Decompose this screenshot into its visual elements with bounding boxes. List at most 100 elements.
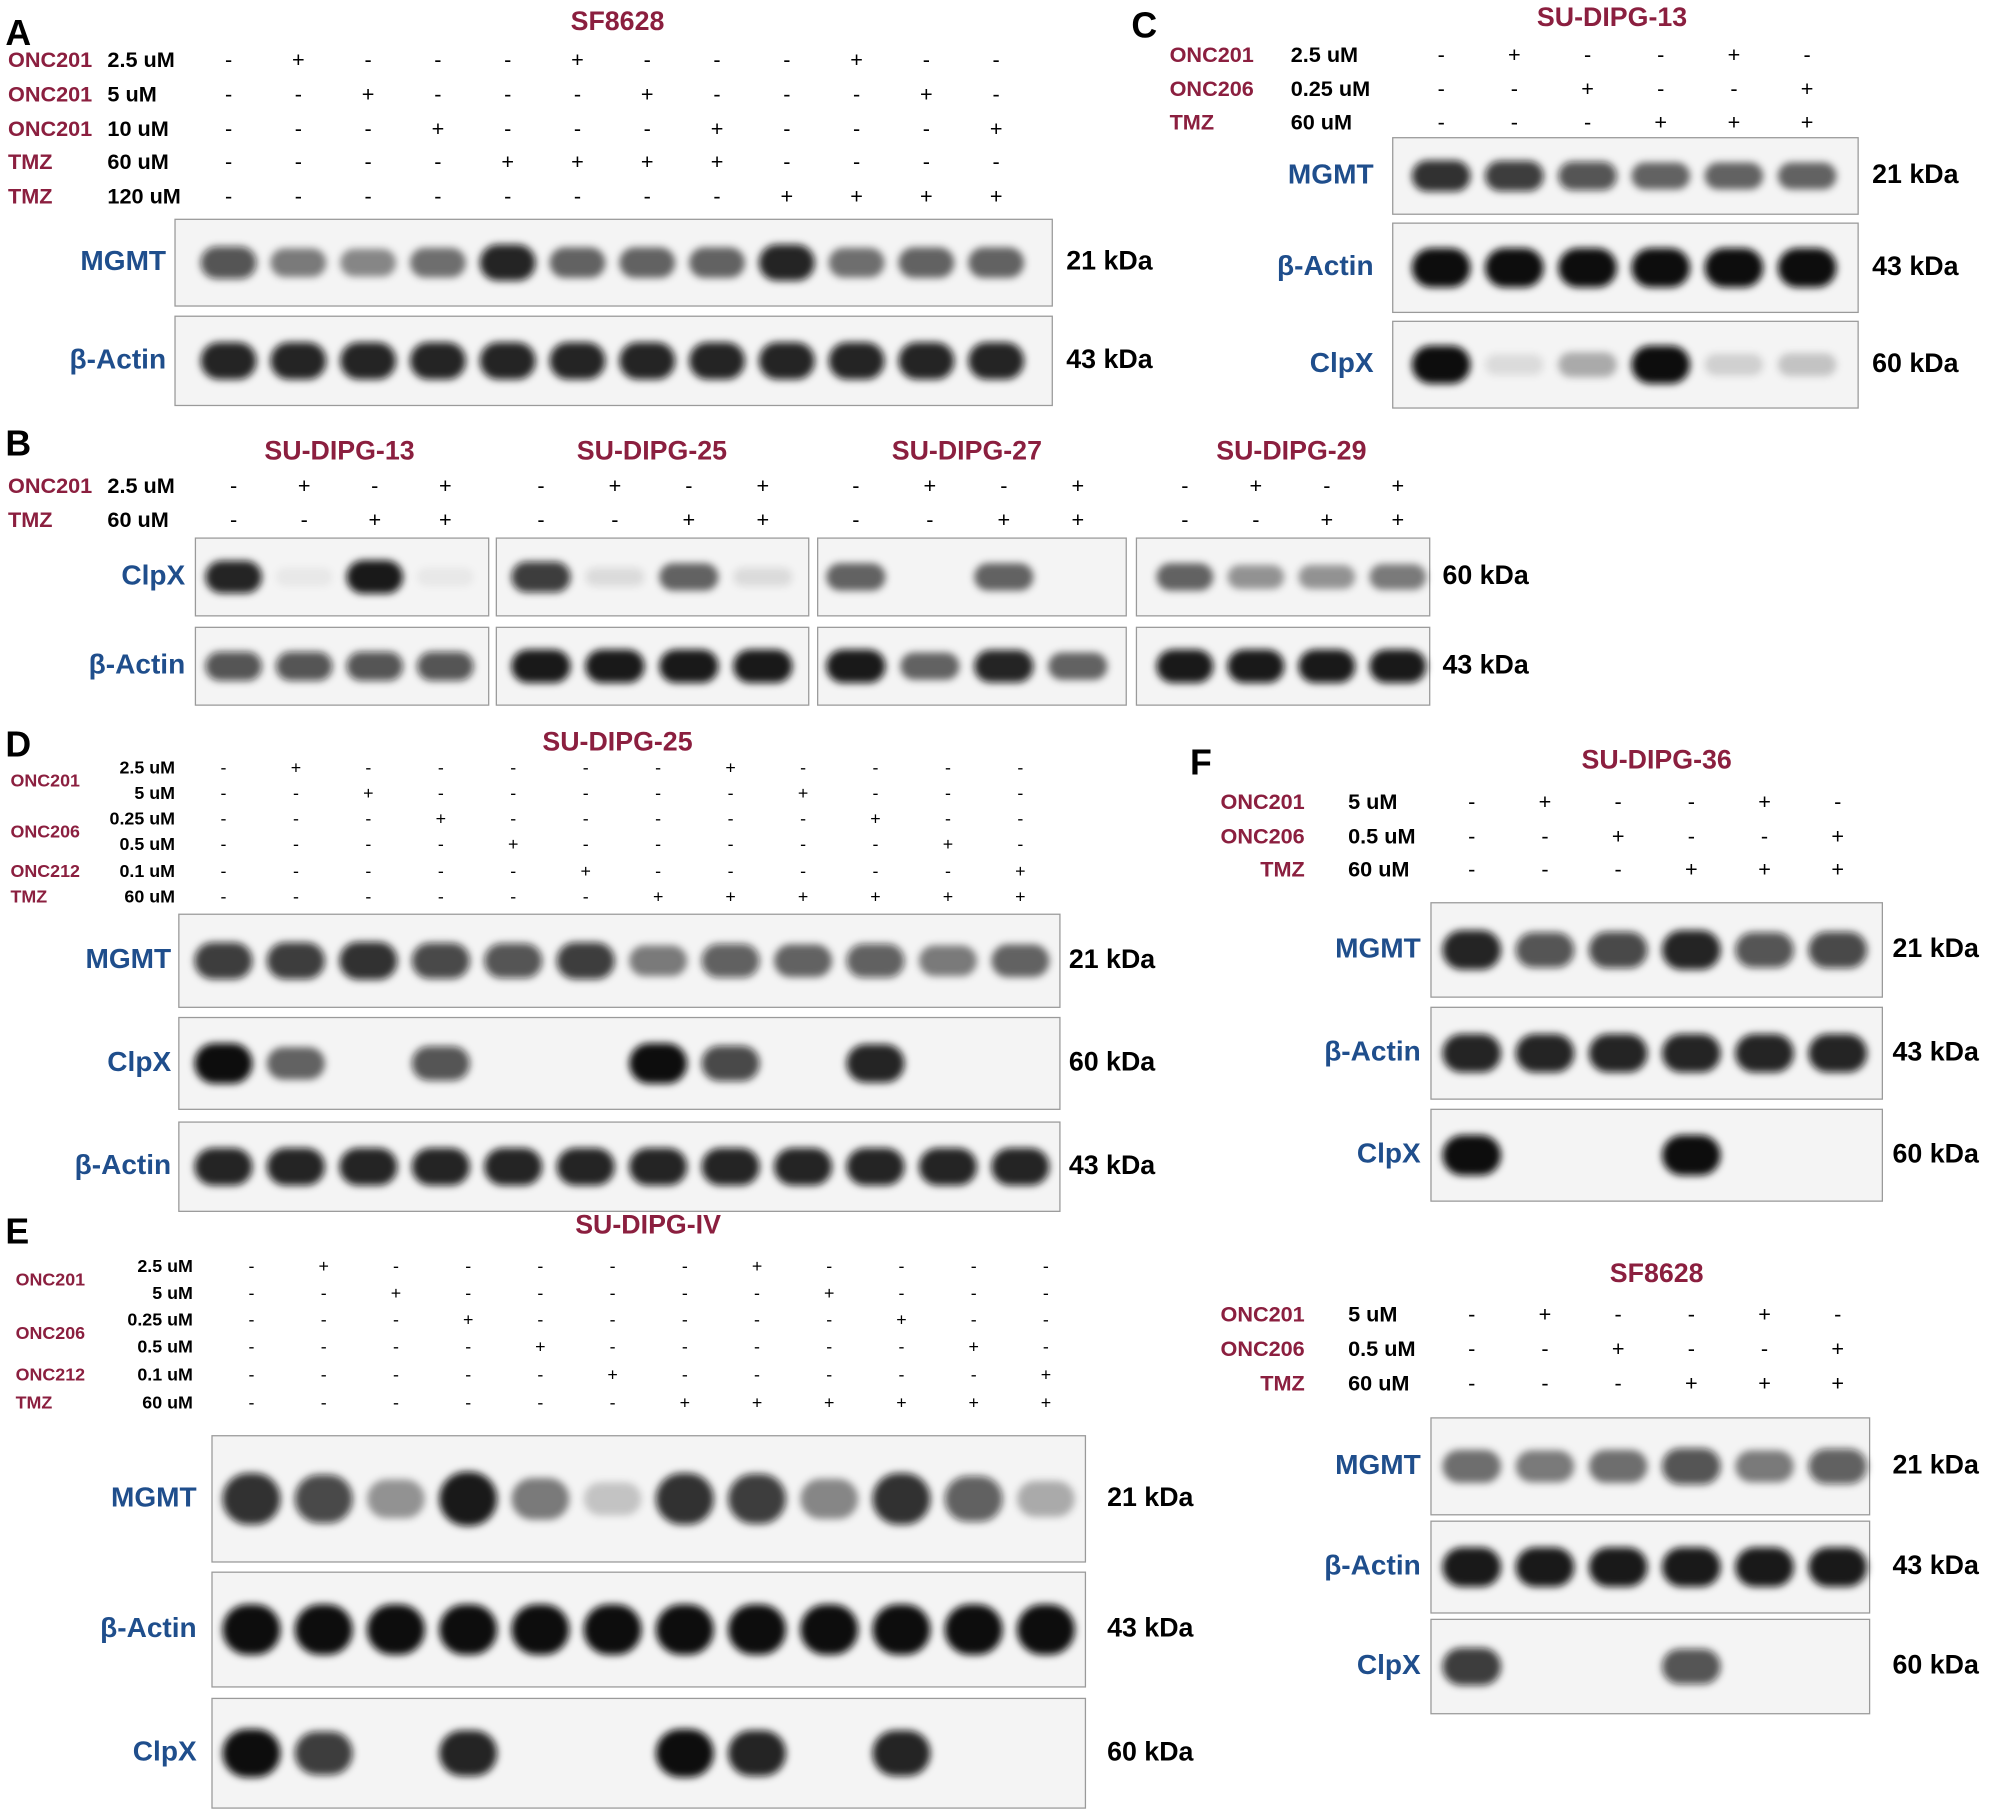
sign: + bbox=[798, 783, 808, 803]
agent-label: ONC212 bbox=[11, 861, 80, 881]
protein-label: β-Actin bbox=[89, 649, 186, 680]
sign: + bbox=[607, 1365, 617, 1385]
sign: + bbox=[508, 834, 518, 854]
sign: - bbox=[1730, 76, 1737, 101]
sign: + bbox=[1831, 1370, 1844, 1395]
band bbox=[1411, 345, 1471, 384]
band bbox=[411, 942, 470, 979]
sign: - bbox=[1761, 823, 1768, 848]
sign: - bbox=[1468, 1370, 1475, 1395]
sign: - bbox=[510, 861, 516, 881]
dose-label: 0.5 uM bbox=[119, 834, 175, 854]
sign: - bbox=[611, 507, 618, 532]
band bbox=[479, 244, 536, 281]
band bbox=[205, 560, 262, 594]
sign: - bbox=[504, 183, 511, 208]
sign: - bbox=[365, 809, 371, 829]
band bbox=[991, 944, 1050, 978]
sign: + bbox=[1685, 1370, 1698, 1395]
sign: - bbox=[644, 183, 651, 208]
sign: - bbox=[655, 861, 661, 881]
sign: - bbox=[1511, 76, 1518, 101]
sign: - bbox=[1017, 758, 1023, 778]
band bbox=[294, 1474, 353, 1524]
band bbox=[276, 651, 333, 681]
sign: + bbox=[924, 473, 937, 498]
sign: - bbox=[583, 758, 589, 778]
band bbox=[1442, 1449, 1502, 1483]
protein-label: ClpX bbox=[1357, 1649, 1421, 1680]
panel-title: SU-DIPG-IV bbox=[575, 1210, 721, 1240]
agent-label: TMZ bbox=[8, 183, 53, 208]
sign: - bbox=[371, 473, 378, 498]
band bbox=[585, 567, 645, 587]
band bbox=[549, 247, 606, 278]
sign: - bbox=[800, 834, 806, 854]
sign: - bbox=[1438, 42, 1445, 67]
sign: - bbox=[220, 783, 226, 803]
band bbox=[619, 247, 676, 278]
sign: + bbox=[824, 1393, 834, 1413]
band bbox=[1662, 1034, 1721, 1073]
sign: - bbox=[365, 183, 372, 208]
dose-label: 0.5 uM bbox=[137, 1336, 193, 1356]
sign: + bbox=[725, 758, 735, 778]
sign: - bbox=[1323, 473, 1330, 498]
dose-label: 60 uM bbox=[107, 507, 168, 532]
sign: - bbox=[1000, 473, 1007, 498]
band bbox=[1369, 649, 1427, 683]
band bbox=[758, 342, 815, 380]
protein-label: ClpX bbox=[1357, 1138, 1421, 1169]
sign: - bbox=[249, 1283, 255, 1303]
band bbox=[800, 1604, 859, 1655]
band bbox=[944, 1475, 1003, 1522]
band bbox=[774, 944, 833, 978]
sign: + bbox=[943, 886, 953, 906]
band bbox=[583, 1604, 642, 1655]
sign: - bbox=[438, 861, 444, 881]
sign: - bbox=[644, 47, 651, 72]
band bbox=[629, 945, 688, 977]
molecular-weight: 43 kDa bbox=[1069, 1150, 1156, 1180]
band bbox=[1662, 1135, 1721, 1176]
band bbox=[846, 1044, 905, 1083]
sign: + bbox=[1758, 789, 1771, 814]
agent-label: ONC206 bbox=[1170, 76, 1254, 101]
molecular-weight: 60 kDa bbox=[1893, 1650, 1980, 1680]
dose-label: 0.5 uM bbox=[1348, 823, 1415, 848]
sign: - bbox=[1252, 507, 1259, 532]
band bbox=[194, 1148, 253, 1186]
molecular-weight: 43 kDa bbox=[1107, 1613, 1194, 1643]
sign: - bbox=[826, 1365, 832, 1385]
sign: + bbox=[798, 886, 808, 906]
sign: - bbox=[1688, 789, 1695, 814]
sign: - bbox=[321, 1393, 327, 1413]
sign: - bbox=[610, 1336, 616, 1356]
sign: - bbox=[537, 1310, 543, 1330]
sign: - bbox=[1584, 109, 1591, 134]
sign: - bbox=[321, 1336, 327, 1356]
sign: + bbox=[641, 149, 654, 174]
sign: + bbox=[757, 507, 770, 532]
sign: - bbox=[971, 1256, 977, 1276]
sign: - bbox=[249, 1256, 255, 1276]
agent-label: ONC201 bbox=[11, 770, 80, 790]
sign: + bbox=[781, 183, 794, 208]
sign: + bbox=[1831, 857, 1844, 882]
band bbox=[200, 246, 257, 279]
sign: + bbox=[298, 473, 311, 498]
band bbox=[583, 1482, 642, 1516]
panel-letter: E bbox=[5, 1212, 29, 1252]
band bbox=[1808, 1448, 1868, 1484]
band bbox=[411, 1046, 470, 1081]
sign: + bbox=[968, 1393, 978, 1413]
sign: - bbox=[434, 81, 441, 106]
band bbox=[1808, 1547, 1868, 1587]
band bbox=[1735, 932, 1794, 968]
sign: - bbox=[1181, 473, 1188, 498]
sign: - bbox=[610, 1283, 616, 1303]
sign: - bbox=[945, 783, 951, 803]
panel-title: SU-DIPG-13 bbox=[1537, 2, 1687, 32]
sign: - bbox=[438, 834, 444, 854]
band bbox=[1515, 1547, 1575, 1587]
